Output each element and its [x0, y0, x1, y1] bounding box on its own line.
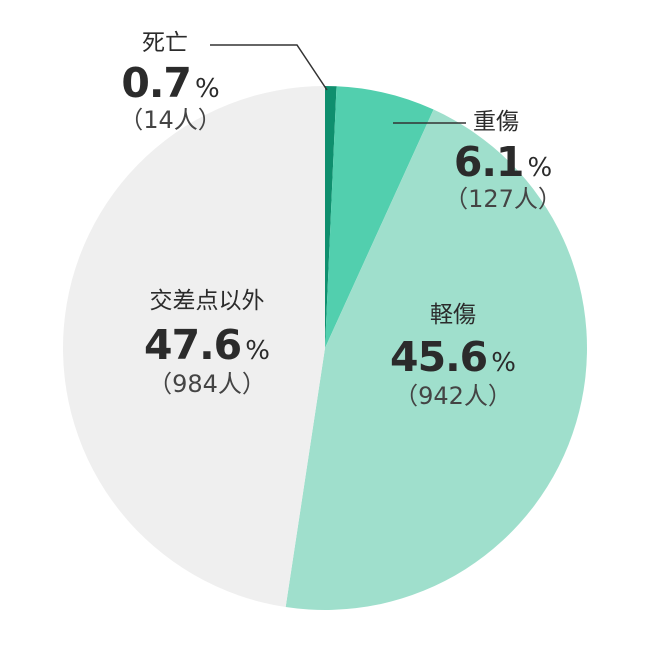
- slice-count-death: （14人）: [119, 106, 222, 134]
- slice-name-death: 死亡: [142, 30, 188, 56]
- slice-minor-injury: [285, 109, 588, 610]
- slice-outside-intersection: [63, 85, 325, 608]
- slice-count-serious-injury: （127人）: [444, 185, 562, 213]
- label-serious-injury: 重傷 6.1% （127人）: [433, 109, 573, 213]
- slice-death: [325, 86, 337, 348]
- label-death: 死亡 0.7% （14人）: [108, 30, 233, 134]
- leader-line-death: [210, 44, 328, 91]
- pie-slices: [63, 85, 588, 610]
- slice-percent-outside-intersection: 47.6%: [144, 321, 270, 369]
- slice-name-outside-intersection: 交差点以外: [149, 288, 265, 314]
- slice-serious-injury: [325, 86, 434, 349]
- slice-percent-death: 0.7%: [121, 59, 220, 107]
- label-minor-injury: 軽傷 45.6% （942人）: [378, 302, 528, 410]
- slice-percent-serious-injury: 6.1%: [453, 138, 553, 186]
- slice-count-outside-intersection: （984人）: [148, 370, 266, 398]
- slice-count-minor-injury: （942人）: [394, 382, 512, 410]
- slice-name-minor-injury: 軽傷: [430, 302, 476, 328]
- label-outside-intersection: 交差点以外 47.6% （984人）: [122, 288, 292, 398]
- slice-percent-minor-injury: 45.6%: [390, 333, 516, 381]
- slice-name-serious-injury: 重傷: [473, 109, 519, 135]
